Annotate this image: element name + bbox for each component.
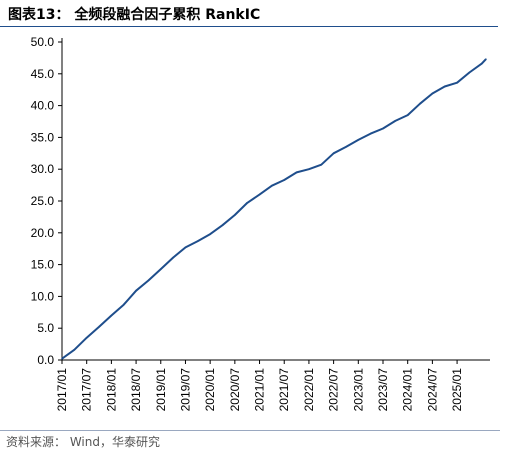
data-point [184,246,187,249]
data-point [172,256,174,259]
data-point [197,240,199,242]
data-point [110,314,113,317]
data-point [468,71,471,74]
data-point [456,81,458,84]
data-point [485,58,487,60]
data-point [85,336,88,339]
data-point [320,163,323,166]
source-divider [0,430,500,431]
data-point [122,303,125,306]
y-tick-label: 40.0 [31,99,55,113]
data-point [234,214,236,216]
x-tick-label: 2017/01 [55,368,69,412]
data-point [258,193,261,196]
chart-title-text: 图表13： 全频段融合因子累积 RankIC [8,7,261,23]
data-point [406,114,409,116]
data-point [481,62,483,65]
chart-title: 图表13： 全频段融合因子累积 RankIC [8,4,498,26]
data-point [357,139,360,141]
y-tick-label: 45.0 [31,67,55,81]
x-tick-label: 2018/01 [104,368,118,412]
data-point [135,289,137,292]
x-tick-label: 2023/01 [351,368,365,412]
y-tick-label: 0.0 [37,353,54,367]
data-point [382,127,384,130]
data-point [98,326,100,328]
data-point [221,224,224,226]
data-point [283,179,286,181]
x-tick-label: 2022/01 [302,368,316,412]
series-layer [61,58,487,360]
data-point [443,85,446,88]
data-point [431,92,434,95]
y-tick-label: 5.0 [37,321,54,335]
source-note: 资料来源： Wind，华泰研究 [6,435,160,449]
y-tick-label: 25.0 [31,194,55,208]
line-chart: 0.0 5.0 10.0 15.0 20.0 25.0 30.0 35.0 40.0 45.0 50… [31,35,490,411]
series-line [61,58,487,360]
title-divider [0,26,498,27]
data-point [295,171,298,174]
data-point [246,202,248,204]
y-tick-label: 15.0 [31,258,55,272]
data-point [332,152,335,155]
y-tick-label: 30.0 [31,162,55,176]
x-tick-label: 2021/01 [253,368,267,412]
y-tick-label: 20.0 [31,226,55,240]
axes [61,38,490,361]
x-tick-label: 2024/01 [401,368,415,412]
data-point [419,102,421,105]
data-point [73,349,76,351]
y-axis-ticks: 0.0 5.0 10.0 15.0 20.0 25.0 30.0 35.0 40.0 45.0 50… [31,35,62,367]
x-tick-label: 2019/07 [178,368,192,412]
data-point [209,233,211,235]
x-tick-label: 2020/07 [228,368,242,412]
y-tick-label: 35.0 [31,130,55,144]
data-point [345,146,347,148]
x-tick-label: 2017/07 [80,368,94,412]
x-tick-label: 2020/01 [203,368,217,412]
data-point [308,168,310,170]
x-tick-label: 2021/07 [277,368,291,412]
x-tick-label: 2018/07 [129,368,143,412]
x-tick-label: 2025/01 [450,368,464,412]
data-point [147,279,150,282]
y-tick-label: 10.0 [31,289,55,303]
x-tick-label: 2019/01 [154,368,168,412]
y-tick-label: 50.0 [31,35,55,49]
data-point [271,184,273,187]
x-tick-label: 2022/07 [327,368,341,412]
x-tick-label: 2023/07 [376,368,390,412]
data-point [61,357,63,360]
data-point [369,132,372,135]
x-axis-ticks: 2017/01 2017/07 2018/01 2018/07 2019/01 2019/… [55,360,464,411]
data-point [160,268,162,270]
x-tick-label: 2024/07 [425,368,439,412]
data-point [394,120,397,122]
